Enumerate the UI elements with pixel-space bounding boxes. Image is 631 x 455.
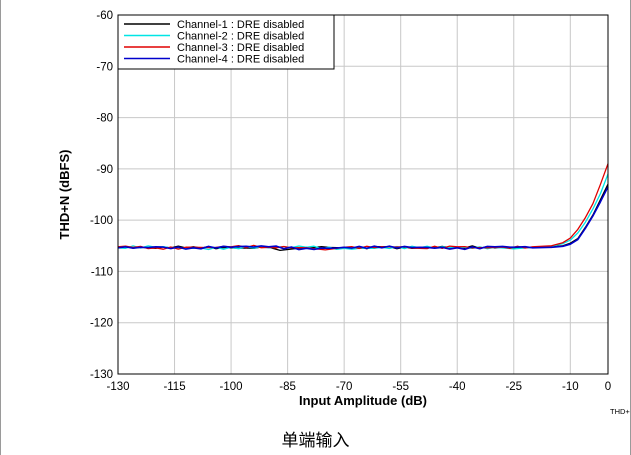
series-line-channel-4	[117, 186, 609, 251]
y-tick-label: -120	[90, 318, 113, 330]
y-tick-label: -100	[90, 215, 113, 227]
x-tick-label: -25	[505, 381, 522, 393]
series-line-channel-3	[117, 163, 609, 251]
y-tick-label: -130	[90, 369, 113, 381]
x-tick-label: -40	[449, 381, 466, 393]
legend-label-channel-3: Channel-3 : DRE disabled	[177, 42, 304, 54]
plot-border	[117, 14, 609, 375]
legend-label-channel-1: Channel-1 : DRE disabled	[177, 19, 304, 31]
y-tick-label: -70	[96, 61, 113, 73]
y-tick-label: -60	[96, 10, 113, 22]
x-axis-title: Input Amplitude (dB)	[299, 393, 427, 408]
y-tick-label: -110	[91, 266, 113, 278]
x-tick-label: -85	[279, 381, 296, 393]
y-axis-title: THD+N (dBFS)	[57, 150, 72, 240]
y-tick-label: -90	[96, 164, 113, 176]
x-tick-label: -10	[562, 381, 579, 393]
y-tick-label: -80	[96, 113, 113, 125]
x-tick-label: -55	[392, 381, 409, 393]
legend-label-channel-4: Channel-4 : DRE disabled	[177, 54, 304, 66]
legend-label-channel-2: Channel-2 : DRE disabled	[177, 31, 304, 43]
x-tick-label: -70	[336, 381, 353, 393]
figure-caption: 单端输入	[281, 431, 350, 451]
figure-tag: THD+	[610, 407, 630, 416]
series-lines	[117, 163, 609, 252]
x-tick-label: -130	[106, 381, 129, 393]
series-line-channel-1	[117, 183, 609, 252]
x-tick-label: -100	[220, 381, 243, 393]
series-line-channel-2	[117, 173, 609, 251]
x-tick-label: 0	[605, 381, 611, 393]
x-tick-label: -115	[163, 381, 185, 393]
tick-labels: -130 -115 -100 -85 -70 -55 -40 -25 -10 0-60-70-80…	[90, 10, 611, 393]
